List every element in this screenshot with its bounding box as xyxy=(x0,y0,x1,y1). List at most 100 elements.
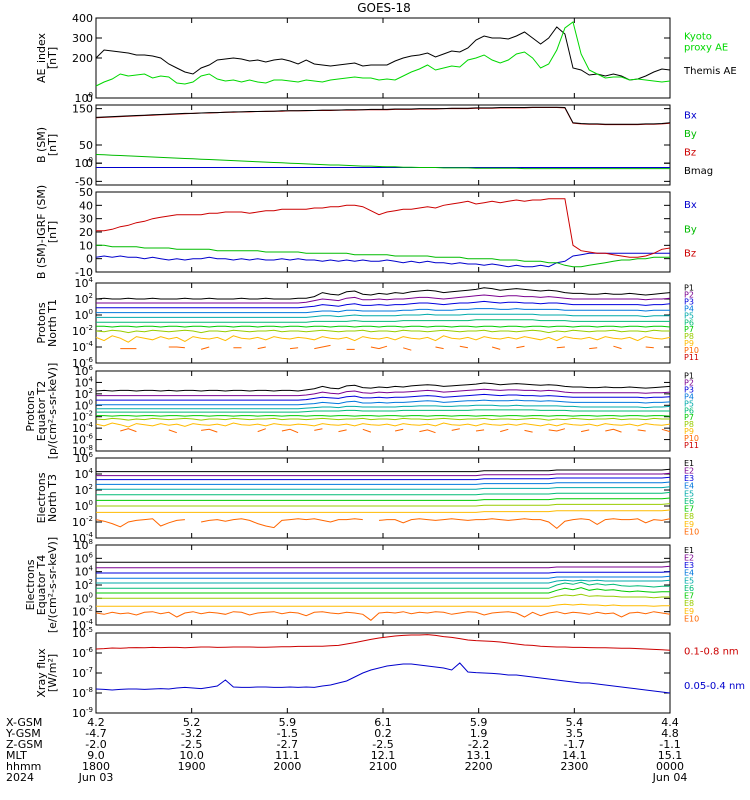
axis-cell: 2100 xyxy=(369,760,397,773)
y-tick-label: 10-2 xyxy=(72,324,93,338)
y-tick-label: 150 xyxy=(72,103,93,116)
axis-cell: 15.1 xyxy=(658,749,683,762)
y-tick-label: 0 xyxy=(86,253,93,266)
legend-entry: P11 xyxy=(684,441,699,450)
y-tick-label: 10-5 xyxy=(72,626,93,640)
series-line-e9 xyxy=(96,509,671,513)
legend-entry: Kyoto proxy AE xyxy=(684,31,728,53)
axis-cell: 5.2 xyxy=(183,716,201,729)
axis-cell: -1.1 xyxy=(659,738,680,751)
axis-cell: 4.2 xyxy=(87,716,105,729)
y-axis-label: B (SM)-IGRF (SM)[nT] xyxy=(35,185,59,279)
legend-entry: Bz xyxy=(684,249,696,260)
series-line-e3 xyxy=(96,476,671,481)
y-tick-label: 10-4 xyxy=(72,421,94,435)
series-line-p6 xyxy=(96,319,670,323)
axis-cell: 13.1 xyxy=(466,749,491,762)
axis-cell: 5.9 xyxy=(279,716,297,729)
y-axis-label: ElectronsEquator T4[e/(cm²-s-sr-keV)] xyxy=(24,537,59,633)
panel-frame xyxy=(95,632,671,714)
series-line-e7 xyxy=(96,497,671,501)
legend-entry: P4 xyxy=(684,304,694,313)
y-tick-label: -10 xyxy=(75,266,93,279)
series-line-p7 xyxy=(96,415,671,417)
legend-entry: Themis AE xyxy=(683,66,737,77)
legend-entry: P3 xyxy=(684,297,694,306)
series-line-e8 xyxy=(96,503,671,507)
series-line-p1 xyxy=(95,287,671,300)
legend-entry: P1 xyxy=(684,283,694,292)
axis-cell: 14.1 xyxy=(562,749,587,762)
series-line-e1 xyxy=(96,561,671,563)
y-tick-label: 10-4 xyxy=(72,340,94,354)
y-tick-label: 10-7 xyxy=(72,666,93,680)
legend-entry: By xyxy=(684,129,697,140)
legend-entry: P11 xyxy=(684,353,699,362)
legend-entry: E2 xyxy=(684,553,694,562)
axis-cell: 9.0 xyxy=(87,749,105,762)
series-line-e6 xyxy=(96,491,671,496)
y-tick-label: 10-2 xyxy=(72,515,93,529)
series-line-p3 xyxy=(96,300,671,309)
y-tick-label: 10-6 xyxy=(72,433,94,447)
axis-cell: -2.0 xyxy=(85,738,106,751)
series-line-e4 xyxy=(96,481,671,485)
series-line-p8 xyxy=(95,417,670,421)
legend-entry: E4 xyxy=(684,482,694,491)
y-axis-label: ProtonsNorth T1 xyxy=(35,299,59,347)
panel-frame xyxy=(95,104,671,186)
axis-cell: 4.8 xyxy=(661,727,679,740)
series-line-kyoto-proxy-ae xyxy=(95,21,671,87)
y-tick-label: 10-2 xyxy=(72,605,93,619)
y-tick-label: 10-9 xyxy=(72,706,93,720)
y-tick-label: 20 xyxy=(79,226,93,239)
axis-cell: -2.5 xyxy=(372,738,393,751)
series-line-p2 xyxy=(96,388,671,397)
axis-cell: Jun 03 xyxy=(78,771,114,784)
axis-cell: 1900 xyxy=(178,760,206,773)
series-line-p6 xyxy=(96,409,670,413)
y-tick-label: 106 xyxy=(75,451,94,465)
axis-cell: -3.2 xyxy=(181,727,202,740)
y-tick-label: 100 xyxy=(75,91,93,105)
legend-entry: P3 xyxy=(684,385,694,394)
panel-frame xyxy=(95,282,671,364)
series-line-p8 xyxy=(95,329,670,334)
axis-cell: 11.1 xyxy=(275,749,300,762)
axis-cell: 2300 xyxy=(560,760,588,773)
series-line-e2 xyxy=(96,472,671,477)
series-line-e3 xyxy=(96,571,671,574)
y-tick-label: 100 xyxy=(75,499,93,513)
legend-entry: Bmag xyxy=(684,166,713,177)
y-axis-label: ElectronsNorth T3 xyxy=(35,472,59,523)
y-tick-label: 104 xyxy=(75,276,94,290)
panel-2: -50 0 50 100 150 B (SM)[nT] Bx By Bz Bmag xyxy=(35,103,713,189)
y-axis-label: Xray flux[W/m²] xyxy=(35,648,59,698)
axis-row-label: Y-GSM xyxy=(5,727,41,740)
y-tick-label: 50 xyxy=(79,139,93,152)
y-tick-label: 106 xyxy=(75,551,94,565)
axis-cell: 6.1 xyxy=(374,716,392,729)
y-tick-label: 10-6 xyxy=(72,356,94,370)
series-line-e6 xyxy=(96,581,670,589)
series-line-e5 xyxy=(96,486,671,490)
series-line-0-1-0-8-nm xyxy=(95,634,671,651)
series-line-p5 xyxy=(96,404,671,410)
legend-entry: E9 xyxy=(684,520,694,529)
legend-entry: P5 xyxy=(684,311,694,320)
legend-entry: E5 xyxy=(684,576,694,585)
legend-entry: P1 xyxy=(684,371,694,380)
axis-cell: 1800 xyxy=(82,760,110,773)
legend-entry: E6 xyxy=(684,584,694,593)
legend-entry: 0.05-0.4 nm xyxy=(684,681,745,692)
axis-cell: -1.7 xyxy=(564,738,585,751)
legend-entry: E5 xyxy=(684,489,694,498)
y-tick-label: 10-6 xyxy=(72,646,94,660)
series-line-e9 xyxy=(96,603,670,607)
series-line-e7 xyxy=(96,587,670,594)
series-line-e10 xyxy=(95,611,671,621)
legend-entry: P7 xyxy=(684,325,694,334)
axis-row-label: X-GSM xyxy=(6,716,42,729)
legend-entry: 0.1-0.8 nm xyxy=(684,646,739,657)
